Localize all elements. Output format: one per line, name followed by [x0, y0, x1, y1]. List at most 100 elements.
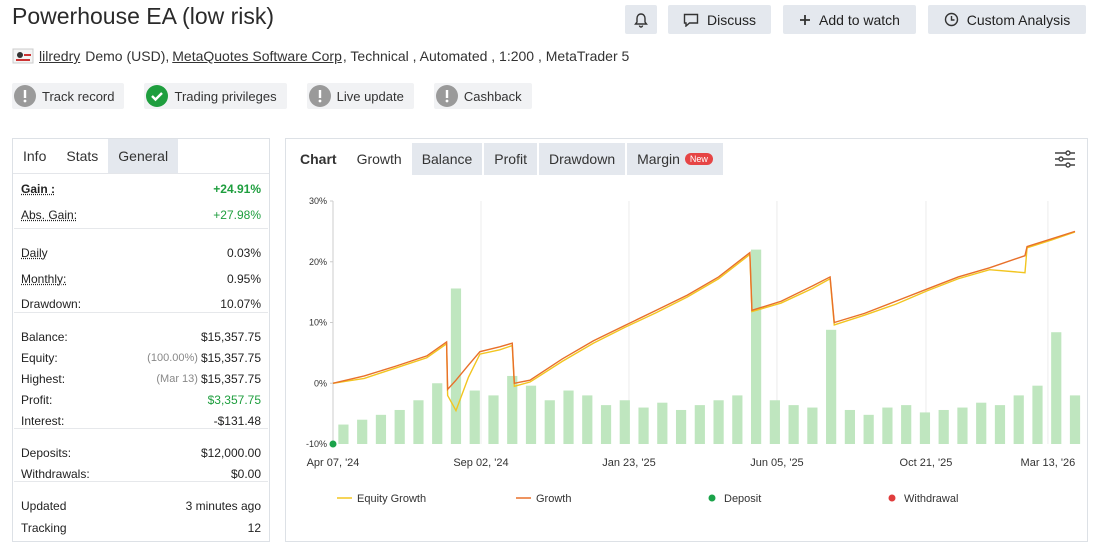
button-label: Discuss — [706, 11, 756, 28]
volume-bar — [788, 405, 799, 444]
volume-bar — [713, 400, 724, 444]
stat-row: Abs. Gain: +27.98% — [21, 205, 261, 225]
volume-bar — [694, 405, 705, 444]
stat-row: Daily 0.03% — [21, 243, 261, 263]
volume-bar — [638, 407, 649, 444]
badge-label: Cashback — [463, 88, 522, 104]
x-tick-label: Jan 23, '25 — [602, 457, 655, 469]
volume-bar — [1013, 395, 1024, 444]
stat-value: $15,357.75 — [200, 330, 261, 344]
badge: Track record — [12, 83, 125, 109]
badge: Live update — [306, 83, 414, 109]
plus-icon — [800, 14, 811, 25]
volume-bar — [882, 407, 893, 444]
chart-tab[interactable]: Growth — [346, 143, 412, 175]
badges: Track record Trading privileges Live updat… — [12, 83, 532, 109]
volume-bar — [544, 400, 555, 444]
volume-bar — [469, 390, 480, 444]
stat-value: 0.03% — [226, 246, 261, 260]
volume-bar — [525, 385, 537, 444]
stat-label: Balance: — [21, 330, 68, 344]
y-tick-label: 0% — [314, 378, 327, 388]
badge-label: Track record — [42, 88, 115, 104]
stat-value: $12,000.00 — [200, 446, 261, 460]
stat-label: Gain : — [21, 182, 56, 196]
stat-value: $3,357.75 — [207, 393, 261, 407]
separator — [14, 228, 268, 229]
stats-panel: Info Stats General Gain : +24.91% Abs. Gain:… — [12, 138, 270, 542]
volume-bar — [826, 329, 837, 444]
page-title: Powerhouse EA (low risk) — [12, 3, 275, 29]
stats-tab[interactable]: Info — [13, 139, 57, 173]
user-link[interactable]: lilredry — [39, 48, 81, 64]
discuss-button[interactable]: Discuss — [668, 5, 771, 34]
series-line — [332, 230, 1076, 392]
badge: Trading privileges — [144, 83, 287, 109]
chart-tab[interactable]: Margin New — [627, 143, 725, 175]
chart-tab[interactable]: Drawdown — [538, 143, 628, 175]
volume-bar — [769, 400, 780, 444]
stat-value: -$131.48 — [213, 414, 261, 428]
separator — [14, 312, 268, 313]
stat-note: (Mar 13) — [156, 373, 198, 385]
stat-label: Abs. Gain: — [21, 208, 78, 222]
new-badge: New — [684, 153, 713, 165]
volume-bar — [863, 414, 874, 444]
badge-icon — [146, 85, 169, 107]
legend-label: Deposit — [724, 493, 761, 505]
chart-tab-label: Growth — [356, 151, 402, 167]
stat-row: Tracking 12 — [21, 518, 261, 538]
stat-value: 12 — [247, 521, 261, 535]
volume-bar — [413, 400, 424, 444]
volume-bar — [1032, 385, 1043, 444]
chart-tab-label: Profit — [494, 151, 527, 167]
chart-tab[interactable]: Profit — [484, 143, 539, 175]
chart-tab-label: Margin — [637, 151, 680, 167]
volume-bar — [938, 409, 949, 444]
volume-bar — [600, 405, 612, 444]
stat-label: Monthly: — [21, 272, 67, 286]
bell-button[interactable] — [625, 5, 657, 34]
volume-bar — [338, 424, 349, 444]
badge-icon — [308, 85, 331, 107]
stat-label: Deposits: — [21, 446, 72, 460]
chart-tab[interactable]: Chart — [290, 143, 347, 175]
analysis-button[interactable]: Custom Analysis — [928, 5, 1086, 34]
volume-bar — [375, 414, 387, 444]
stat-row: Drawdown: 10.07% — [21, 294, 261, 314]
chart-tab[interactable]: Balance — [411, 143, 485, 175]
stats-tab[interactable]: General — [108, 139, 181, 173]
volume-bar — [807, 407, 818, 444]
exclaim-bar — [23, 90, 27, 98]
volume-bar — [976, 402, 987, 444]
chat-icon — [683, 13, 699, 27]
y-tick-label: 20% — [309, 257, 327, 267]
button-label: Custom Analysis — [966, 11, 1071, 28]
settings-icon[interactable] — [1054, 149, 1076, 169]
stat-label: Withdrawals: — [21, 467, 90, 481]
stat-row: Withdrawals: $0.00 — [21, 464, 261, 484]
watch-button[interactable]: Add to watch — [783, 5, 916, 34]
stat-value: $15,357.75 — [200, 351, 261, 365]
chart-tabs: Chart Growth Balance Profit Drawdown Margin Ne… — [286, 139, 1087, 175]
exclaim-dot — [445, 99, 449, 103]
stat-row: Monthly: 0.95% — [21, 269, 261, 289]
stat-row: Highest: (Mar 13) $15,357.75 — [21, 369, 261, 389]
button-label: Add to watch — [819, 11, 900, 28]
clock-icon — [944, 12, 958, 27]
stats-tab[interactable]: Stats — [56, 139, 109, 173]
check-mark — [151, 92, 164, 102]
stat-label: Profit: — [21, 393, 53, 407]
stat-value: 0.95% — [226, 272, 261, 286]
stat-row: Gain : +24.91% — [21, 179, 261, 199]
chart-tab-label: Chart — [300, 151, 337, 167]
broker-link[interactable]: MetaQuotes Software Corp — [172, 48, 342, 64]
x-tick-label: Jun 05, '25 — [750, 457, 803, 469]
y-tick-label: -10% — [306, 439, 327, 449]
chart-tab-label: Balance — [421, 151, 473, 167]
stat-row: Equity: (100.00%) $15,357.75 — [21, 348, 261, 368]
volume-bar — [657, 402, 668, 444]
legend-dot — [888, 494, 896, 502]
volume-bar — [901, 405, 912, 444]
volume-bar — [394, 409, 405, 444]
